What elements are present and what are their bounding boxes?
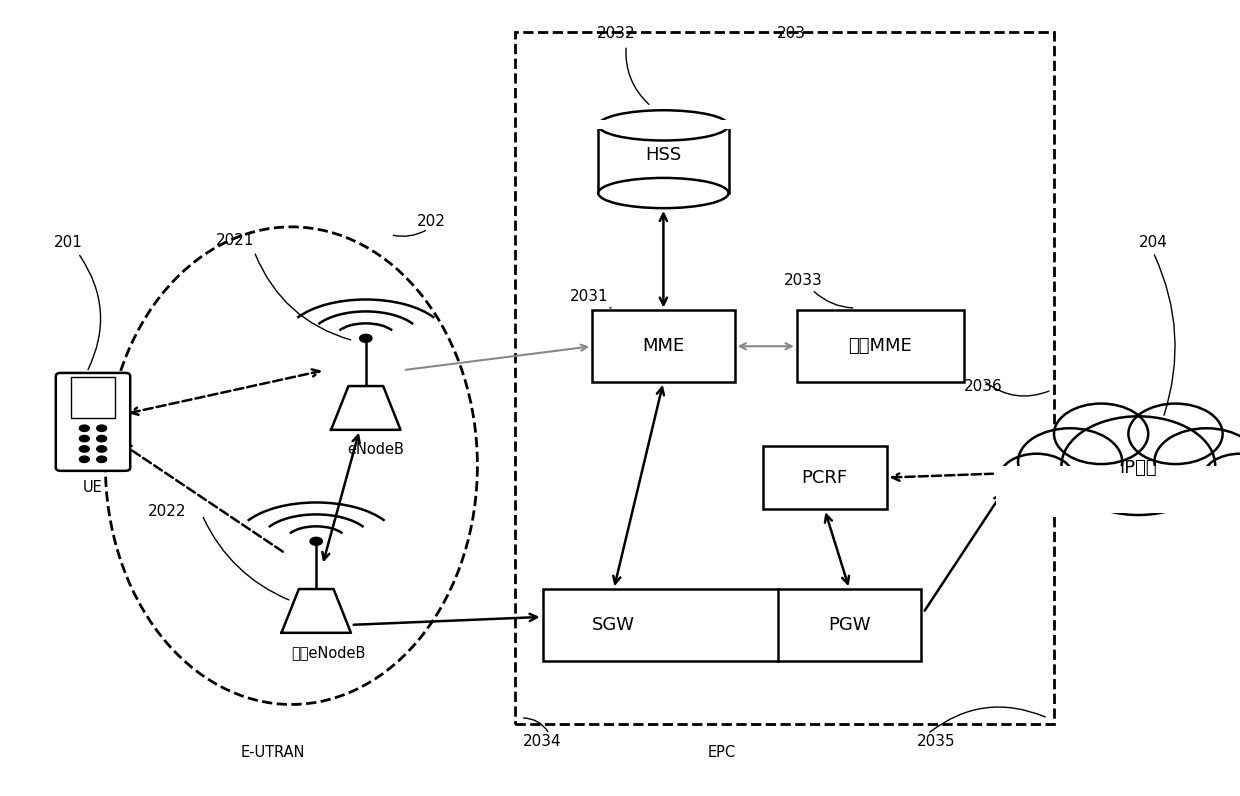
Circle shape (1203, 454, 1240, 501)
Text: IP业务: IP业务 (1120, 459, 1157, 477)
Circle shape (999, 454, 1074, 501)
Text: 2033: 2033 (784, 273, 823, 287)
Text: 202: 202 (417, 214, 446, 228)
Polygon shape (331, 386, 401, 430)
Bar (71, 377, 115, 418)
Text: 203: 203 (776, 26, 806, 41)
Ellipse shape (599, 178, 729, 208)
Circle shape (79, 446, 89, 452)
Bar (599, 125, 729, 193)
FancyBboxPatch shape (56, 373, 130, 470)
Text: 2021: 2021 (216, 233, 255, 248)
Bar (596, 119, 732, 129)
Circle shape (360, 334, 372, 342)
Circle shape (79, 425, 89, 431)
Text: 其它MME: 其它MME (848, 338, 913, 355)
Bar (543, 589, 920, 661)
Text: EPC: EPC (708, 745, 735, 759)
Circle shape (1154, 428, 1240, 495)
Polygon shape (281, 589, 351, 633)
Ellipse shape (599, 110, 729, 140)
Text: 2032: 2032 (596, 26, 636, 41)
Circle shape (97, 456, 107, 462)
Text: UE: UE (83, 480, 103, 494)
Circle shape (97, 435, 107, 442)
Bar (593, 310, 734, 382)
Circle shape (1054, 404, 1148, 464)
Circle shape (79, 456, 89, 462)
Bar (996, 466, 1240, 513)
Text: HSS: HSS (645, 146, 682, 164)
Circle shape (97, 446, 107, 452)
Bar (796, 310, 965, 382)
Text: 其它eNodeB: 其它eNodeB (291, 646, 366, 660)
Text: 2035: 2035 (916, 735, 956, 749)
Text: 2034: 2034 (522, 735, 562, 749)
Text: SGW: SGW (593, 616, 635, 634)
Circle shape (1018, 428, 1122, 495)
Circle shape (97, 425, 107, 431)
Text: eNodeB: eNodeB (347, 443, 404, 457)
Text: 204: 204 (1138, 236, 1168, 250)
Text: MME: MME (642, 338, 684, 355)
Circle shape (79, 435, 89, 442)
Text: 2036: 2036 (963, 379, 1003, 393)
Text: PCRF: PCRF (801, 469, 848, 486)
Text: PGW: PGW (828, 616, 870, 634)
Text: E-UTRAN: E-UTRAN (241, 745, 305, 759)
Bar (763, 446, 887, 509)
Text: 201: 201 (53, 236, 83, 250)
Circle shape (1128, 404, 1223, 464)
Text: 2031: 2031 (569, 289, 609, 303)
Circle shape (1061, 416, 1215, 515)
Circle shape (310, 537, 322, 545)
Text: 2022: 2022 (148, 504, 187, 518)
